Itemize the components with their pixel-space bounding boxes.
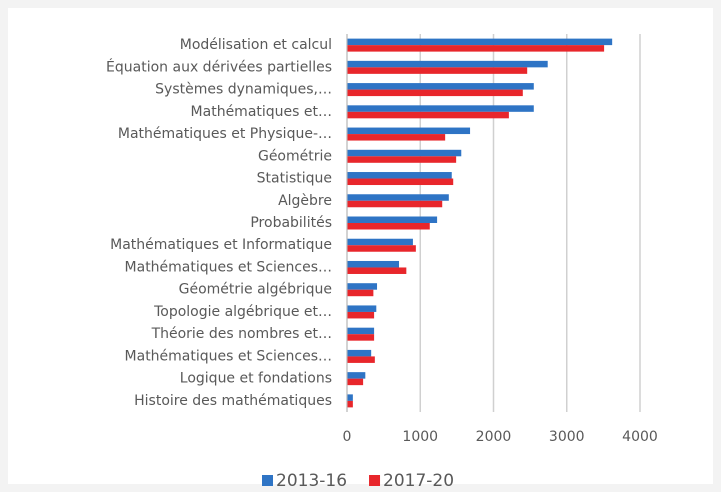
y-tick-label: Topologie algébrique et… bbox=[153, 304, 332, 320]
bar bbox=[347, 260, 400, 268]
bar bbox=[347, 216, 438, 223]
y-tick-label: Géométrie algébrique bbox=[179, 282, 332, 298]
legend-label: 2013-16 bbox=[276, 471, 347, 491]
y-tick-label: Mathématiques et Informatique bbox=[110, 237, 332, 253]
bar bbox=[347, 89, 523, 97]
y-tick-label: Modélisation et calcul bbox=[180, 37, 332, 53]
y-tick-label: Théorie des nombres et… bbox=[151, 326, 332, 342]
bar bbox=[347, 378, 364, 386]
bar bbox=[347, 334, 375, 341]
y-tick-label: Mathématiques et Physique-… bbox=[118, 126, 332, 142]
y-tick-label: Logique et fondations bbox=[180, 371, 332, 387]
x-tick-label: 3000 bbox=[549, 429, 585, 445]
bar bbox=[347, 238, 413, 246]
bar bbox=[347, 394, 353, 401]
x-tick-label: 4000 bbox=[622, 429, 658, 445]
bar bbox=[347, 149, 462, 157]
legend-label: 2017-20 bbox=[383, 471, 454, 491]
bar bbox=[347, 38, 613, 46]
y-tick-label: Algèbre bbox=[278, 193, 332, 209]
bar bbox=[347, 223, 430, 230]
bar bbox=[347, 178, 454, 186]
bar bbox=[347, 111, 509, 119]
bar bbox=[347, 372, 366, 379]
y-tick-label: Équation aux dérivées partielles bbox=[106, 58, 332, 75]
bar bbox=[347, 327, 375, 335]
y-tick-label: Systèmes dynamiques,… bbox=[155, 82, 332, 98]
bar bbox=[347, 156, 457, 163]
bar bbox=[347, 311, 375, 319]
bar bbox=[347, 305, 377, 312]
bar bbox=[347, 283, 378, 290]
bar bbox=[347, 400, 353, 408]
bar bbox=[347, 289, 374, 297]
y-tick-label: Mathématiques et Sciences… bbox=[125, 348, 332, 364]
bar bbox=[347, 134, 446, 141]
bar bbox=[347, 45, 605, 52]
bar bbox=[347, 349, 372, 357]
y-tick-label: Mathématiques et… bbox=[191, 104, 332, 120]
bar bbox=[347, 67, 528, 74]
bar bbox=[347, 356, 375, 363]
legend-swatch bbox=[369, 475, 381, 486]
y-tick-label: Probabilités bbox=[250, 215, 332, 231]
y-tick-label: Histoire des mathématiques bbox=[134, 393, 332, 409]
bar bbox=[347, 194, 449, 201]
bar bbox=[347, 105, 534, 112]
bar bbox=[347, 83, 534, 90]
bar bbox=[347, 267, 407, 274]
y-tick-label: Statistique bbox=[257, 171, 332, 187]
bar bbox=[347, 127, 471, 135]
x-tick-label: 1000 bbox=[402, 429, 438, 445]
legend-swatch bbox=[262, 475, 273, 486]
y-tick-label: Géométrie bbox=[258, 148, 332, 164]
x-tick-label: 0 bbox=[343, 429, 352, 445]
bar bbox=[347, 60, 548, 68]
bar bbox=[347, 200, 443, 208]
x-tick-label: 2000 bbox=[476, 429, 512, 445]
bar bbox=[347, 172, 452, 179]
bar bbox=[347, 245, 416, 252]
y-tick-label: Mathématiques et Sciences… bbox=[125, 259, 332, 275]
